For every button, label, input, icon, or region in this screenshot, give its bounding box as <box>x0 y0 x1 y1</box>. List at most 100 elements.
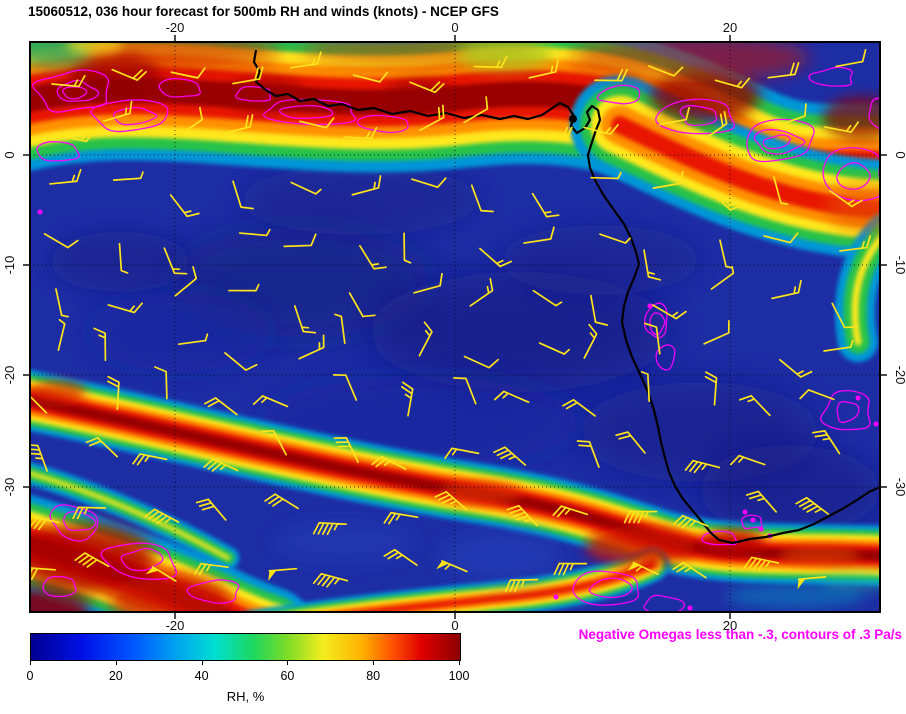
wind-barb <box>332 374 358 401</box>
colorbar-tick <box>201 660 203 665</box>
wind-barb <box>179 106 203 136</box>
rh-patch <box>385 80 455 112</box>
rh-patch <box>650 70 760 122</box>
coastline <box>252 49 880 545</box>
wind-barb <box>523 226 555 244</box>
wind-barb <box>224 352 258 371</box>
wind-barb <box>401 381 414 417</box>
wind-barb <box>812 430 841 455</box>
wind-barb <box>418 321 433 357</box>
wind-barb <box>590 294 609 326</box>
wind-barb <box>779 358 813 378</box>
omega-contour <box>649 312 666 336</box>
omega-contour <box>235 85 272 102</box>
wind-barb <box>232 180 254 210</box>
map-frame <box>23 35 887 619</box>
wind-barb <box>51 74 86 88</box>
rh-patch <box>725 584 865 608</box>
axis-tick-label: 20 <box>723 20 737 35</box>
wind-barb <box>232 66 264 85</box>
wind-barb <box>730 454 766 466</box>
omega-contour <box>158 78 201 98</box>
wind-barbs <box>30 48 872 593</box>
axis-tick-label: -20 <box>2 366 17 385</box>
omega-contour <box>36 141 80 162</box>
wind-barb <box>552 505 588 518</box>
rh-patch <box>500 225 700 295</box>
omega-contour <box>186 579 240 604</box>
wind-barb <box>799 389 835 401</box>
omega-contour <box>701 530 738 546</box>
wind-barb <box>640 371 651 403</box>
wind-barb <box>177 333 209 346</box>
omega-contour <box>820 389 871 431</box>
coastline-path <box>252 49 880 545</box>
wind-barb <box>590 171 622 180</box>
wind-barb <box>193 562 229 576</box>
colorbar-label: RH, % <box>226 689 265 704</box>
omega-contour <box>679 104 718 126</box>
wind-barb <box>763 232 799 244</box>
wind-barb <box>260 429 287 456</box>
axis-tick-label: 0 <box>451 618 458 633</box>
wind-barb <box>419 104 445 132</box>
plot-title: 15060512, 036 hour forecast for 500mb RH… <box>28 4 499 19</box>
omega-contour <box>572 570 640 606</box>
rh-patch <box>240 165 480 235</box>
omega-contour-dot <box>553 594 559 600</box>
omega-contour <box>356 114 409 134</box>
wind-barb <box>828 189 864 208</box>
wind-barb <box>103 100 133 122</box>
wind-barb <box>684 459 721 474</box>
omega-contour-dot <box>37 209 43 215</box>
omega-contour <box>655 344 676 371</box>
omega-contour-dot <box>873 421 879 427</box>
axis-tick-label: -30 <box>2 478 17 497</box>
colorbar-tick-label: 40 <box>194 669 209 683</box>
colorbar-tick-label: 0 <box>26 669 34 683</box>
wind-barb <box>494 390 530 404</box>
wind-barb <box>479 247 513 268</box>
axis-tick-label: 0 <box>893 151 906 158</box>
omega-contour <box>42 575 77 598</box>
wind-barb <box>74 552 110 568</box>
axis-tick-label: -10 <box>2 256 17 275</box>
rh-patch <box>585 526 695 566</box>
omega-contour <box>63 511 97 532</box>
wind-barb <box>55 288 69 318</box>
wind-barb <box>434 491 468 511</box>
axis-tick-label: -30 <box>893 478 906 497</box>
wind-barb <box>195 498 227 521</box>
colorbar-tick-label: 100 <box>448 669 470 683</box>
omega-contour-dot <box>855 395 861 401</box>
wind-barb <box>773 176 789 205</box>
axis-tick-label: 0 <box>2 151 17 158</box>
wind-barb <box>352 71 389 83</box>
wind-barb <box>334 313 346 345</box>
rh-patch <box>67 42 123 55</box>
wind-barb <box>651 304 687 320</box>
wind-barb <box>154 366 168 400</box>
rh-patch <box>225 77 305 113</box>
omega-contour-dot <box>742 509 748 515</box>
wind-barb <box>504 578 539 593</box>
wind-barb <box>583 323 598 359</box>
omega-annotation: Negative Omegas less than -.3, contours … <box>578 627 902 642</box>
colorbar-tick-label: 20 <box>108 669 123 683</box>
wind-barb <box>745 490 777 513</box>
omega-contour <box>808 66 853 87</box>
rh-patch <box>440 531 560 581</box>
colorbar-gradient <box>30 633 461 661</box>
rh-band <box>851 233 880 346</box>
wind-barb <box>43 233 79 249</box>
axis-tick-label: -10 <box>893 256 906 275</box>
rh-patch <box>30 588 90 612</box>
wind-barb <box>383 548 418 566</box>
wind-barb <box>93 327 107 362</box>
colorbar-tick <box>30 660 31 665</box>
wind-barb <box>132 453 168 466</box>
omega-contour <box>100 542 178 580</box>
wind-barb <box>49 168 82 185</box>
omega-contour <box>596 84 641 105</box>
